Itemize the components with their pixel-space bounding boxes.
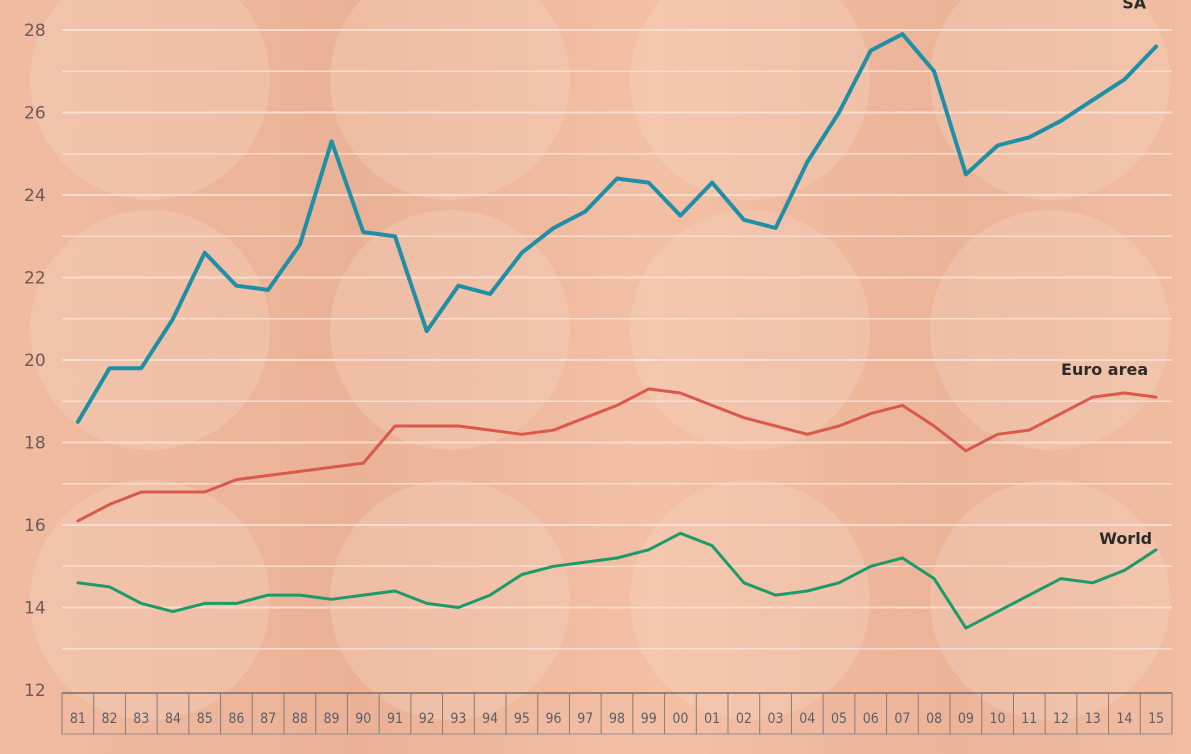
x-tick-label-15: 15 [1148, 711, 1164, 727]
background-circle-8 [30, 480, 270, 720]
background-circle-2 [630, 0, 870, 200]
y-tick-label-14: 14 [24, 599, 46, 619]
background-circle-11 [930, 480, 1170, 720]
series-label-sa: SA [1122, 0, 1147, 13]
background-circle-5 [330, 210, 570, 450]
series-label-world: World [1099, 529, 1152, 548]
x-tick-label-12: 12 [1053, 711, 1069, 727]
x-tick-label-03: 03 [768, 711, 784, 727]
x-tick-label-82: 82 [102, 711, 118, 727]
x-tick-label-88: 88 [292, 711, 308, 727]
x-tick-label-85: 85 [197, 711, 213, 727]
x-tick-label-06: 06 [863, 711, 879, 727]
x-tick-label-92: 92 [419, 711, 435, 727]
y-tick-label-16: 16 [24, 516, 46, 536]
series-label-euro-area: Euro area [1061, 360, 1148, 379]
x-tick-label-84: 84 [165, 711, 181, 727]
x-tick-label-93: 93 [450, 711, 466, 727]
background-circle-4 [30, 210, 270, 450]
y-tick-label-28: 28 [24, 21, 46, 41]
x-tick-label-89: 89 [324, 711, 340, 727]
x-tick-label-98: 98 [609, 711, 625, 727]
background-circle-9 [330, 480, 570, 720]
x-tick-label-97: 97 [577, 711, 593, 727]
background-circle-7 [930, 210, 1170, 450]
y-tick-label-24: 24 [24, 186, 46, 206]
x-tick-label-86: 86 [228, 711, 244, 727]
x-tick-label-09: 09 [958, 711, 974, 727]
x-tick-label-96: 96 [546, 711, 562, 727]
x-tick-label-10: 10 [990, 711, 1006, 727]
series-line-euro-area [76, 387, 1158, 523]
x-tick-label-94: 94 [482, 711, 498, 727]
x-tick-label-01: 01 [704, 711, 720, 727]
x-tick-label-14: 14 [1116, 711, 1132, 727]
x-tick-label-07: 07 [894, 711, 910, 727]
x-tick-label-11: 11 [1021, 711, 1037, 727]
x-tick-label-02: 02 [736, 711, 752, 727]
x-tick-label-91: 91 [387, 711, 403, 727]
x-tick-label-90: 90 [355, 711, 371, 727]
x-tick-label-08: 08 [926, 711, 942, 727]
x-tick-label-95: 95 [514, 711, 530, 727]
y-tick-label-26: 26 [24, 104, 46, 124]
x-tick-label-00: 00 [672, 711, 688, 727]
x-tick-label-81: 81 [70, 711, 86, 727]
background-circle-10 [630, 480, 870, 720]
x-tick-label-83: 83 [133, 711, 149, 727]
background-circle-0 [30, 0, 270, 200]
x-tick-label-05: 05 [831, 711, 847, 727]
y-tick-label-20: 20 [24, 351, 46, 371]
x-tick-label-13: 13 [1085, 711, 1101, 727]
background-circle-1 [330, 0, 570, 200]
x-tick-label-04: 04 [799, 711, 815, 727]
y-tick-label-12: 12 [24, 681, 46, 701]
y-tick-label-18: 18 [24, 434, 46, 454]
y-tick-label-22: 22 [24, 269, 46, 289]
x-tick-label-99: 99 [641, 711, 657, 727]
x-tick-label-87: 87 [260, 711, 276, 727]
background-circle-6 [630, 210, 870, 450]
